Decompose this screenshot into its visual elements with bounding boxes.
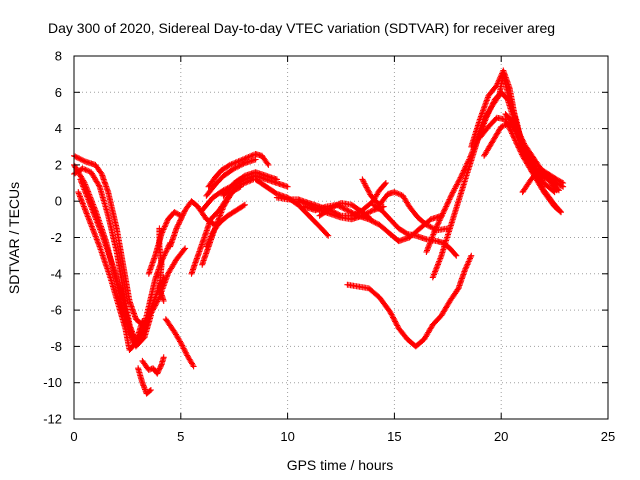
- y-tick-label: -12: [43, 412, 62, 427]
- y-axis-label: SDTVAR / TECUs: [6, 182, 22, 294]
- arc-markers: [220, 169, 280, 199]
- y-tick-label: -8: [50, 339, 62, 354]
- x-tick-label: 20: [494, 429, 508, 444]
- satellite-arc: [156, 225, 167, 304]
- x-axis-label: GPS time / hours: [287, 457, 394, 473]
- arc-markers: [205, 151, 272, 190]
- y-tick-label: 0: [55, 194, 62, 209]
- satellite-arc: [135, 365, 154, 397]
- arc-markers: [75, 189, 146, 353]
- arc-markers: [199, 183, 244, 268]
- satellite-arc: [75, 189, 146, 353]
- arc-markers: [344, 252, 475, 350]
- y-tick-label: 8: [55, 49, 62, 64]
- y-tick-label: -10: [43, 375, 62, 390]
- chart-title: Day 300 of 2020, Sidereal Day-to-day VTE…: [48, 20, 555, 36]
- satellite-arc: [220, 169, 280, 199]
- axis-ticks: 0 5 10 15 20 25 -12 -10 -8 -6 -4 -2 0 2 4 6 8: [43, 49, 615, 445]
- satellite-arc: [77, 176, 154, 350]
- arc-markers: [162, 316, 197, 370]
- x-tick-label: 0: [70, 429, 77, 444]
- satellite-arc: [519, 165, 567, 196]
- grid-lines: [74, 56, 608, 419]
- arc-markers: [316, 200, 374, 223]
- satellite-arc: [370, 201, 460, 259]
- x-tick-label: 10: [280, 429, 294, 444]
- satellite-arc: [344, 252, 475, 350]
- x-tick-label: 5: [177, 429, 184, 444]
- y-tick-label: -4: [50, 266, 62, 281]
- arc-markers: [156, 225, 167, 304]
- satellite-arc: [205, 151, 272, 190]
- arc-markers: [77, 176, 154, 350]
- satellite-arc: [199, 183, 244, 268]
- satellite-arc: [162, 316, 197, 370]
- satellite-arc: [139, 354, 167, 377]
- arc-markers: [139, 354, 167, 377]
- satellite-arc: [203, 156, 259, 199]
- y-tick-label: -2: [50, 230, 62, 245]
- y-tick-label: 2: [55, 157, 62, 172]
- satellite-arc: [316, 200, 374, 223]
- y-tick-label: 6: [55, 85, 62, 100]
- arc-markers: [203, 156, 259, 199]
- arc-markers: [135, 365, 154, 397]
- y-tick-label: 4: [55, 121, 62, 136]
- x-tick-label: 15: [387, 429, 401, 444]
- data-points: [71, 67, 567, 397]
- y-tick-label: -6: [50, 303, 62, 318]
- arc-markers: [370, 201, 460, 259]
- x-tick-label: 25: [601, 429, 615, 444]
- arc-markers: [519, 165, 567, 196]
